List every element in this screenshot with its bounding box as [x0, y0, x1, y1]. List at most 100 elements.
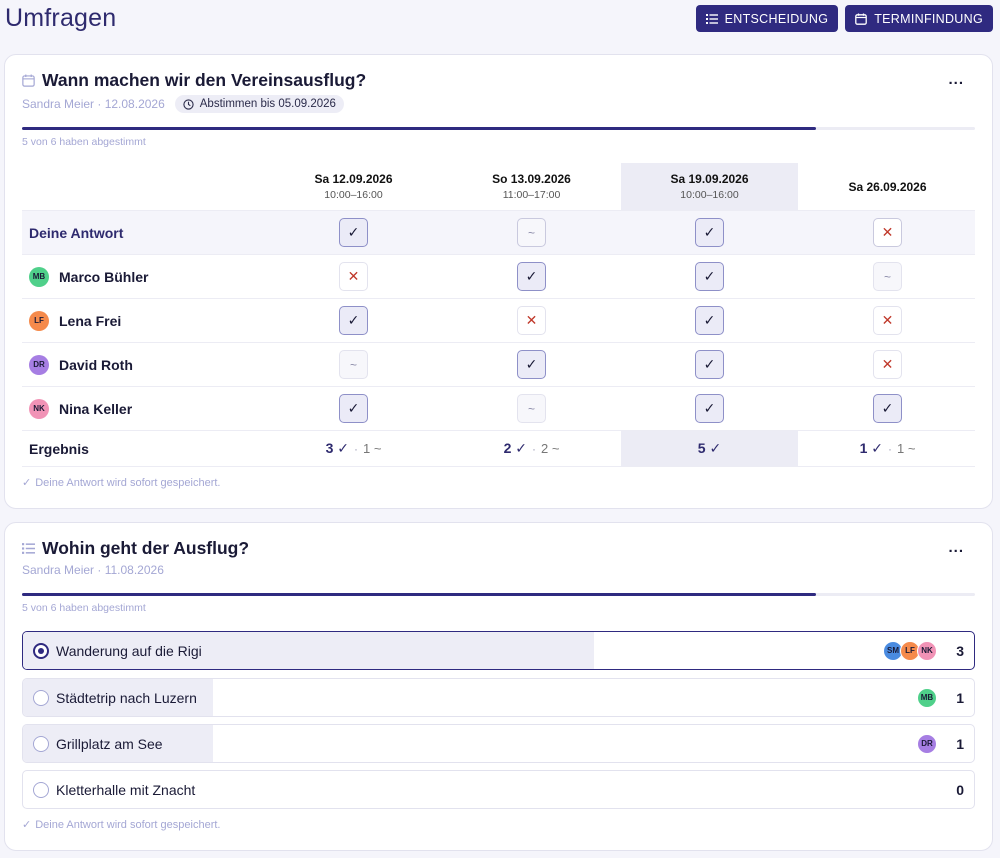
- time-label: 10:00–16:00: [680, 189, 739, 201]
- result-maybe-count: 1 ~: [362, 441, 382, 456]
- result-maybe-count: 2 ~: [540, 441, 560, 456]
- option-label: Grillplatz am See: [56, 735, 163, 752]
- my-answer-row: Deine Antwort ✓ ~ ✓ ✕: [22, 211, 975, 255]
- option-vote-count: 0: [956, 781, 964, 798]
- decision-poll-card: Wohin geht der Ausflug? ... Sandra Meier…: [4, 522, 993, 851]
- option-vote-count: 3: [956, 642, 964, 659]
- poll-more-button[interactable]: ...: [948, 539, 964, 556]
- result-maybe-count: 1 ~: [896, 441, 916, 456]
- vote-maybe-toggle[interactable]: ~: [517, 218, 546, 247]
- option-vote-fill: [23, 725, 214, 762]
- result-separator: ·: [887, 441, 892, 456]
- poll-author-date: Sandra Meier · 11.08.2026: [22, 563, 164, 577]
- vote-yes-indicator: ✓: [339, 306, 368, 335]
- vote-no-indicator: ✕: [517, 306, 546, 335]
- new-decision-button[interactable]: ENTSCHEIDUNG: [695, 5, 839, 32]
- poll-meta: Sandra Meier · 11.08.2026: [22, 563, 164, 577]
- check-icon: ✓: [22, 819, 32, 831]
- vote-cell: ✓: [443, 255, 620, 298]
- vote-maybe-indicator: ~: [873, 262, 902, 291]
- vote-cell: ~: [443, 211, 620, 254]
- option-radio[interactable]: [33, 690, 49, 706]
- vote-yes-toggle[interactable]: ✓: [339, 218, 368, 247]
- option-radio[interactable]: [33, 643, 49, 659]
- avatar: NK: [29, 398, 49, 419]
- top-actions: ENTSCHEIDUNG TERMINFINDUNG: [695, 5, 993, 32]
- vote-cell: ✕: [799, 343, 976, 386]
- date-label: Sa 12.09.2026: [314, 172, 393, 186]
- option-vote-count: 1: [956, 689, 964, 706]
- vote-cell: ✕: [799, 211, 976, 254]
- vote-yes-indicator: ✓: [695, 306, 724, 335]
- vote-cell: ~: [443, 387, 620, 430]
- option-label: Kletterhalle mit Znacht: [56, 781, 196, 798]
- new-scheduling-button[interactable]: TERMINFINDUNG: [845, 5, 993, 32]
- result-cell: 1 ✓ · 1 ~: [799, 431, 976, 466]
- option-voter-avatars: SM LF NK: [883, 632, 937, 669]
- vote-yes-indicator: ✓: [339, 394, 368, 423]
- option-vote-count: 1: [956, 735, 964, 752]
- poll-more-button[interactable]: ...: [948, 71, 964, 88]
- participant-name-text: Lena Frei: [59, 312, 122, 329]
- option-voter-avatars: DR: [917, 725, 937, 762]
- participant-row: LF Lena Frei ✓ ✕ ✓ ✕: [22, 299, 975, 343]
- result-separator: ·: [531, 441, 536, 456]
- option-radio[interactable]: [33, 736, 49, 752]
- option-voter-avatars: MB: [917, 679, 937, 716]
- date-column-header: Sa 19.09.2026 10:00–16:00: [621, 163, 798, 210]
- avatar: NK: [917, 640, 937, 661]
- vote-yes-indicator: ✓: [695, 350, 724, 379]
- participant-name: LF Lena Frei: [29, 299, 121, 342]
- vote-cell: ✓: [265, 387, 442, 430]
- vote-yes-indicator: ✓: [517, 262, 546, 291]
- my-answer-label: Deine Antwort: [29, 224, 124, 241]
- vote-progress-text: 5 von 6 haben abgestimmt: [22, 136, 146, 148]
- option-row[interactable]: Grillplatz am See DR 1: [22, 724, 975, 763]
- deadline-text: Abstimmen bis 05.09.2026: [199, 98, 336, 110]
- result-yes-count: 3 ✓: [325, 440, 349, 456]
- participant-name: MB Marco Bühler: [29, 255, 148, 298]
- scheduling-poll-card: Wann machen wir den Vereinsausflug? ... …: [4, 54, 993, 509]
- option-row[interactable]: Städtetrip nach Luzern MB 1: [22, 678, 975, 717]
- vote-yes-toggle[interactable]: ✓: [695, 218, 724, 247]
- vote-cell: ~: [265, 343, 442, 386]
- option-label: Wanderung auf die Rigi: [56, 642, 202, 659]
- vote-yes-indicator: ✓: [873, 394, 902, 423]
- date-column-header: Sa 12.09.2026 10:00–16:00: [265, 163, 442, 210]
- time-label: 11:00–17:00: [502, 189, 561, 201]
- participant-name-text: Marco Bühler: [59, 268, 149, 285]
- option-row[interactable]: Wanderung auf die Rigi SM LF NK 3: [22, 631, 975, 670]
- vote-cell: ✓: [265, 299, 442, 342]
- avatar: MB: [29, 266, 49, 287]
- date-label: So 13.09.2026: [492, 172, 571, 186]
- participant-row: MB Marco Bühler ✕ ✓ ✓ ~: [22, 255, 975, 299]
- vote-no-toggle[interactable]: ✕: [873, 218, 902, 247]
- date-label: Sa 26.09.2026: [848, 179, 927, 194]
- saved-note-text: Deine Antwort wird sofort gespeichert.: [35, 818, 221, 831]
- page-title: Umfragen: [5, 4, 117, 32]
- option-radio[interactable]: [33, 782, 49, 798]
- option-label: Städtetrip nach Luzern: [56, 689, 197, 706]
- vote-cell: ✓: [443, 343, 620, 386]
- participant-name-text: Nina Keller: [59, 400, 133, 417]
- date-column-header: So 13.09.2026 11:00–17:00: [443, 163, 620, 210]
- vote-no-indicator: ✕: [339, 262, 368, 291]
- list-icon: [22, 543, 35, 554]
- poll-author-date: Sandra Meier · 12.08.2026: [22, 97, 165, 111]
- result-separator: ·: [353, 441, 358, 456]
- participant-name: DR David Roth: [29, 343, 133, 386]
- option-row[interactable]: Kletterhalle mit Znacht 0: [22, 770, 975, 809]
- vote-cell: ✕: [443, 299, 620, 342]
- participant-name: NK Nina Keller: [29, 387, 132, 430]
- vote-cell: ✕: [799, 299, 976, 342]
- option-vote-fill: [23, 632, 594, 669]
- vote-yes-indicator: ✓: [517, 350, 546, 379]
- list-icon: [705, 13, 718, 24]
- avatar: LF: [29, 310, 49, 331]
- participant-row: NK Nina Keller ✓ ~ ✓ ✓: [22, 387, 975, 431]
- vote-yes-indicator: ✓: [695, 262, 724, 291]
- saved-note: ✓ Deine Antwort wird sofort gespeichert.: [22, 476, 220, 490]
- vote-cell: ✓: [621, 299, 798, 342]
- vote-progress-bar: [22, 593, 975, 596]
- result-yes-count: 5 ✓: [697, 440, 722, 456]
